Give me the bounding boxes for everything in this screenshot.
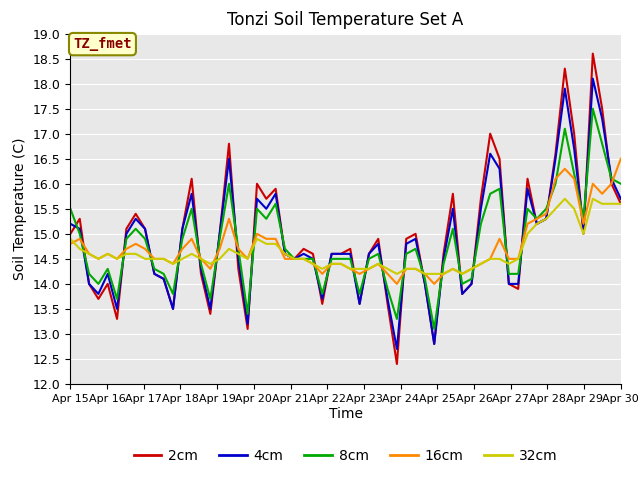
4cm: [589, 76, 596, 82]
32cm: [253, 236, 261, 242]
Line: 16cm: 16cm: [70, 159, 621, 284]
Line: 8cm: 8cm: [70, 108, 621, 329]
Title: Tonzi Soil Temperature Set A: Tonzi Soil Temperature Set A: [227, 11, 464, 29]
2cm: [67, 231, 74, 237]
Line: 2cm: 2cm: [70, 54, 621, 364]
2cm: [393, 361, 401, 367]
8cm: [589, 106, 596, 111]
4cm: [160, 276, 168, 282]
16cm: [617, 156, 625, 162]
32cm: [421, 271, 429, 277]
32cm: [393, 271, 401, 277]
Y-axis label: Soil Temperature (C): Soil Temperature (C): [13, 138, 28, 280]
16cm: [244, 256, 252, 262]
2cm: [253, 181, 261, 187]
2cm: [160, 276, 168, 282]
Line: 4cm: 4cm: [70, 79, 621, 349]
4cm: [421, 281, 429, 287]
32cm: [225, 246, 233, 252]
16cm: [393, 281, 401, 287]
Text: TZ_fmet: TZ_fmet: [73, 37, 132, 51]
4cm: [393, 346, 401, 352]
32cm: [160, 256, 168, 262]
32cm: [617, 201, 625, 207]
2cm: [617, 201, 625, 207]
8cm: [207, 296, 214, 302]
4cm: [244, 321, 252, 327]
8cm: [430, 326, 438, 332]
16cm: [207, 266, 214, 272]
32cm: [561, 196, 569, 202]
16cm: [160, 256, 168, 262]
8cm: [160, 271, 168, 277]
32cm: [207, 261, 214, 267]
2cm: [421, 281, 429, 287]
32cm: [67, 236, 74, 242]
4cm: [253, 196, 261, 202]
X-axis label: Time: Time: [328, 407, 363, 420]
16cm: [67, 241, 74, 247]
4cm: [617, 196, 625, 202]
2cm: [225, 141, 233, 146]
8cm: [244, 311, 252, 317]
4cm: [225, 156, 233, 162]
32cm: [244, 256, 252, 262]
8cm: [225, 181, 233, 187]
8cm: [412, 246, 419, 252]
8cm: [253, 206, 261, 212]
2cm: [207, 311, 214, 317]
Legend: 2cm, 4cm, 8cm, 16cm, 32cm: 2cm, 4cm, 8cm, 16cm, 32cm: [128, 444, 563, 468]
8cm: [67, 206, 74, 212]
8cm: [617, 181, 625, 187]
Line: 32cm: 32cm: [70, 199, 621, 274]
16cm: [253, 231, 261, 237]
16cm: [225, 216, 233, 222]
4cm: [207, 306, 214, 312]
4cm: [67, 221, 74, 227]
2cm: [589, 51, 596, 57]
16cm: [421, 271, 429, 277]
2cm: [244, 326, 252, 332]
